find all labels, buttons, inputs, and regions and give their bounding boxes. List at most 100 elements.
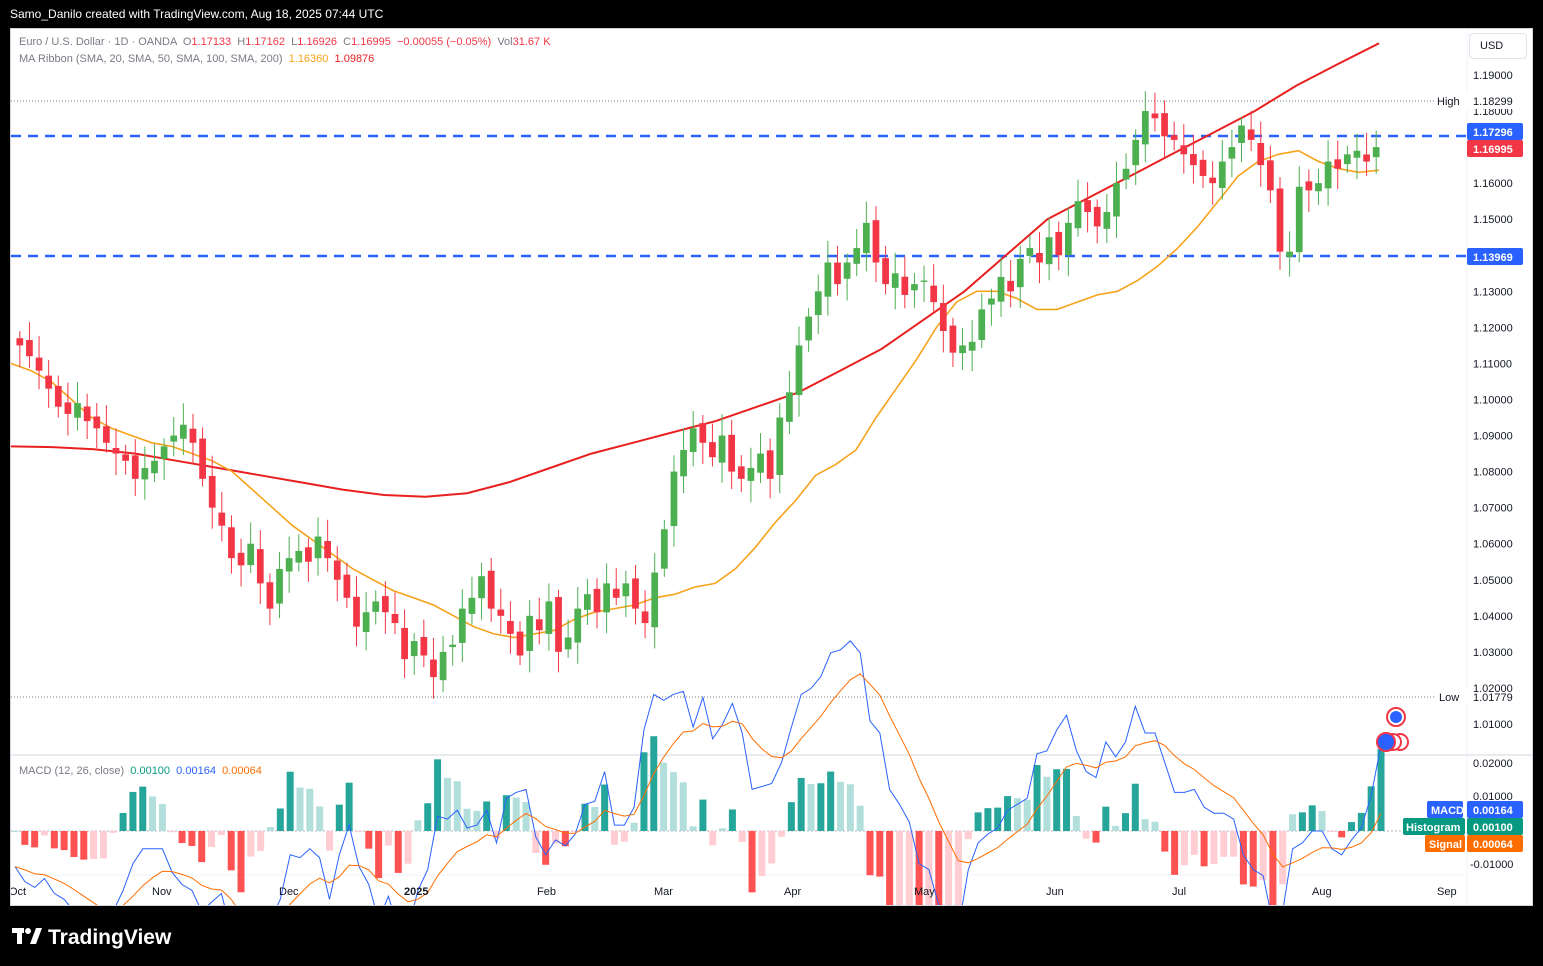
histogram-bar <box>895 831 903 905</box>
macd-tag-label-bg <box>1427 801 1463 818</box>
time-tick-label: Sep <box>1437 886 1457 898</box>
candle-body <box>747 468 755 481</box>
histogram-bar <box>139 786 147 831</box>
histogram-bar <box>1102 806 1110 831</box>
candle-body <box>45 375 53 389</box>
histogram-bar <box>522 802 530 831</box>
candle-body <box>1064 222 1072 255</box>
histogram-bar <box>237 831 245 893</box>
symbol-legend[interactable]: Euro / U.S. Dollar · 1D · OANDA O1.17133… <box>19 36 551 48</box>
histogram-bar <box>640 752 648 831</box>
price-tick-label: 1.05000 <box>1473 575 1513 587</box>
histogram-bar <box>866 831 874 876</box>
candle-body <box>189 428 197 443</box>
symbol-name[interactable]: Euro / U.S. Dollar · 1D · OANDA <box>19 36 177 48</box>
currency-button[interactable]: USD <box>1469 33 1527 59</box>
open-label: O <box>182 36 192 48</box>
histogram-bar <box>1190 831 1198 855</box>
candle-body <box>1305 181 1313 191</box>
price-tick-label: 1.04000 <box>1473 611 1513 623</box>
macd-axis[interactable]: 0.02000 0.01000 -0.01000 <box>1470 758 1513 871</box>
macd-tick-label: -0.01000 <box>1470 859 1513 871</box>
candle-body <box>35 357 43 371</box>
histogram-bar <box>1210 831 1218 865</box>
histogram-bar <box>1043 776 1051 831</box>
candle-body <box>64 402 72 414</box>
low-value-legend: 1.16926 <box>297 36 338 48</box>
candle-body <box>1122 168 1130 180</box>
low-label-bg <box>1435 688 1469 705</box>
macd-legend[interactable]: MACD (12, 26, close) 0.00100 0.00164 0.0… <box>19 765 262 777</box>
histogram-bar <box>60 831 68 851</box>
candle-body <box>131 455 139 479</box>
price-tick-label: 1.11000 <box>1473 358 1512 370</box>
candle-body <box>1170 135 1178 140</box>
candle-body <box>709 442 716 458</box>
macd-hist-legend: 0.00100 <box>130 765 171 777</box>
histogram-bar <box>935 831 943 905</box>
histogram-bar <box>689 826 697 831</box>
candle-body <box>16 338 24 346</box>
histogram-bar <box>345 782 353 831</box>
candle-body <box>256 549 264 584</box>
candle-body <box>430 659 437 678</box>
close-label: C <box>343 36 352 48</box>
histogram-bar <box>198 831 206 863</box>
histogram-bar <box>99 831 107 859</box>
histogram-bar <box>856 805 864 831</box>
histogram-bar <box>31 831 39 848</box>
candle-body <box>324 541 332 559</box>
histogram-bar <box>119 812 127 831</box>
candle-body <box>1190 154 1197 166</box>
flag-events-icon[interactable] <box>1376 732 1409 752</box>
histogram-bar <box>1053 769 1061 831</box>
candle-body <box>545 601 553 634</box>
price-tick-label: 1.15000 <box>1473 214 1513 226</box>
ma-legend[interactable]: MA Ribbon (SMA, 20, SMA, 50, SMA, 100, S… <box>19 53 374 65</box>
histogram-bar <box>276 808 284 831</box>
candles[interactable] <box>16 91 1380 699</box>
histogram-bar <box>463 808 471 831</box>
ma200-path <box>11 42 1380 498</box>
price-axis[interactable]: 1.19000 1.18000 1.16000 1.15000 1.13000 1.120… <box>1473 70 1513 731</box>
histogram-bar <box>1298 812 1306 831</box>
histogram-bar <box>1200 831 1208 867</box>
ma-title[interactable]: MA Ribbon (SMA, 20, SMA, 50, SMA, 100, S… <box>19 53 283 65</box>
time-axis[interactable]: Oct Nov Dec 2025 Feb Mar Apr May Jun Jul Aug Sep <box>11 886 1457 898</box>
candle-body <box>199 438 206 479</box>
histogram-bar <box>846 784 854 831</box>
price-tick-label: 1.10000 <box>1473 395 1513 407</box>
candle-body <box>458 608 466 643</box>
candle-body <box>516 631 524 656</box>
economic-event-icon[interactable] <box>1386 707 1406 727</box>
histogram-bar <box>1338 831 1346 838</box>
hist-tag-value: 0.00100 <box>1473 822 1513 834</box>
macd-title[interactable]: MACD (12, 26, close) <box>19 765 125 777</box>
histogram-bar <box>778 831 786 837</box>
histogram-bar <box>836 781 844 831</box>
candle-body <box>276 568 283 604</box>
candle-body <box>939 303 947 331</box>
candle-body <box>988 298 995 305</box>
histogram-bar <box>925 831 933 905</box>
candle-body <box>420 636 428 656</box>
candle-body <box>1228 147 1236 159</box>
histogram-bar <box>1112 825 1120 831</box>
ma200-line <box>11 42 1380 498</box>
histogram-bar <box>414 820 422 831</box>
histogram-bar <box>355 831 363 833</box>
candle-body <box>959 345 966 354</box>
candle-body <box>651 572 659 628</box>
histogram-bar <box>1239 831 1247 885</box>
histogram-bar <box>1328 831 1336 833</box>
chart-canvas[interactable]: 1.19000 1.18000 1.16000 1.15000 1.13000 1.120… <box>11 29 1532 905</box>
candle-body <box>603 583 610 613</box>
chart-frame[interactable]: 1.19000 1.18000 1.16000 1.15000 1.13000 1.120… <box>10 28 1533 906</box>
macd-line <box>14 640 1382 905</box>
macd-line-legend: 0.00164 <box>176 765 216 777</box>
high-value-legend: 1.17162 <box>245 36 286 48</box>
candle-body <box>497 609 505 616</box>
candle-body <box>1372 147 1380 158</box>
histogram-bar <box>787 802 795 831</box>
candle-body <box>1295 186 1303 253</box>
